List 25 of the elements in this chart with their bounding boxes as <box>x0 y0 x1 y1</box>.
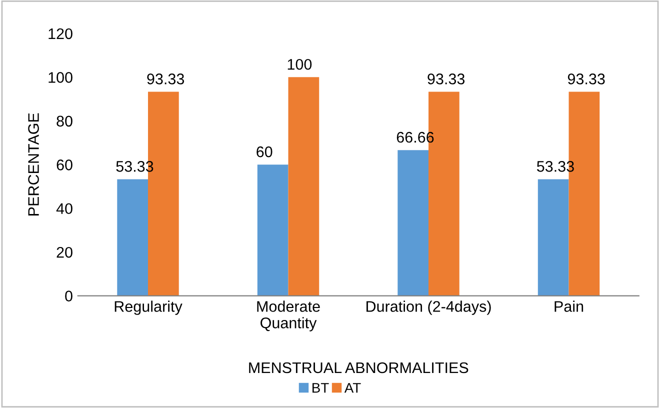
bar <box>398 150 429 296</box>
y-tick-label: 60 <box>56 159 72 170</box>
bar <box>117 179 148 296</box>
data-label: 100 <box>288 58 312 70</box>
y-axis-title: PERCENTAGE <box>28 113 39 216</box>
y-tick-label: 80 <box>56 116 72 127</box>
bar <box>257 164 288 296</box>
legend-label: BT <box>312 383 329 393</box>
legend-label: AT <box>344 383 361 393</box>
x-axis-title: MENSTRUAL ABNORMALITIES <box>249 362 468 374</box>
x-tick-label: Pain <box>554 300 584 312</box>
x-tick-label: Regularity <box>114 300 182 315</box>
y-tick-label: 20 <box>56 246 72 258</box>
x-tick-label: Duration (2-4days) <box>366 300 491 315</box>
data-label: 60 <box>256 146 272 158</box>
y-tick-label: 40 <box>56 203 72 214</box>
data-label: 93.33 <box>147 74 184 84</box>
data-label: 93.33 <box>428 74 465 84</box>
y-tick-label: 100 <box>48 72 72 83</box>
data-label: 93.33 <box>568 74 605 84</box>
x-tick-label: Moderate Quantity <box>257 300 320 332</box>
bar <box>538 179 569 296</box>
y-tick-label: 120 <box>48 28 72 40</box>
y-tick-label: 0 <box>65 290 72 302</box>
bar <box>288 77 320 296</box>
